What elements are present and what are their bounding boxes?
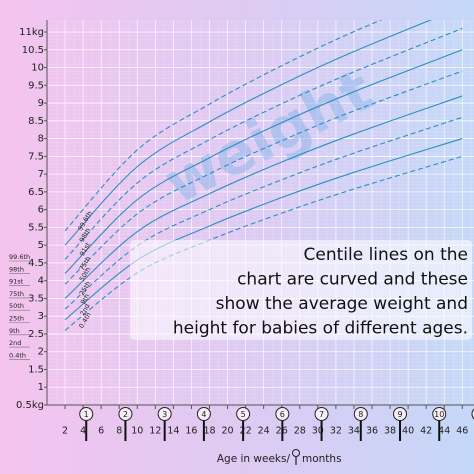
centile-line bbox=[64, 116, 463, 310]
month-marker bbox=[196, 407, 211, 421]
y-tick-label: 7 bbox=[38, 169, 44, 180]
month-label: 8 bbox=[358, 410, 363, 419]
legend-label: 25th bbox=[9, 315, 24, 323]
annotation-line: show the average weight and bbox=[216, 294, 468, 314]
month-label: 4 bbox=[201, 410, 206, 419]
legend-label: 98th bbox=[9, 265, 24, 273]
x-tick-label: 34 bbox=[348, 426, 360, 437]
x-tick-label: 18 bbox=[203, 426, 215, 437]
legend-label: 91st bbox=[9, 278, 24, 286]
y-tick-label: 9 bbox=[38, 98, 44, 109]
y-tick-label: 9.5 bbox=[28, 80, 44, 91]
y-tick-label: 11kg bbox=[19, 27, 44, 38]
y-tick-label: 5.5 bbox=[28, 222, 44, 233]
month-label: 2 bbox=[123, 410, 128, 419]
y-tick-label: 3 bbox=[38, 311, 44, 322]
month-label: 9 bbox=[397, 410, 402, 419]
x-tick-label: 2 bbox=[62, 426, 68, 437]
legend-label: 9th bbox=[9, 327, 20, 335]
x-tick-label: 12 bbox=[149, 426, 161, 437]
annotation-line: Centile lines on the bbox=[304, 245, 469, 265]
x-tick-label: 40 bbox=[402, 426, 414, 437]
x-tick-label: 42 bbox=[420, 426, 432, 437]
month-label: 3 bbox=[162, 410, 167, 419]
x-tick-label: 36 bbox=[366, 426, 378, 437]
y-tick-label: 1.5 bbox=[28, 364, 44, 375]
month-marker bbox=[236, 407, 251, 421]
centile-line bbox=[64, 95, 463, 299]
x-tick-label: 10 bbox=[131, 426, 143, 437]
x-tick-label: 6 bbox=[98, 426, 104, 437]
x-tick-label: 20 bbox=[222, 426, 234, 437]
centile-line bbox=[64, 49, 463, 274]
note: Centile lines on the chart are curved and… bbox=[173, 245, 468, 339]
annotation-line: height for babies of different ages. bbox=[173, 319, 468, 339]
y-tick-label: 0.5kg bbox=[16, 400, 44, 411]
centile-line bbox=[64, 138, 463, 321]
month-label: 7 bbox=[319, 410, 324, 419]
month-marker bbox=[314, 407, 329, 421]
month-marker bbox=[118, 407, 133, 421]
y-tick-label: 3.5 bbox=[28, 293, 44, 304]
x-axis-label: Age in weeks/ bbox=[217, 453, 291, 465]
y-tick-label: 2 bbox=[38, 347, 44, 358]
x-tick-label: 24 bbox=[258, 426, 270, 437]
x-tick-label: 22 bbox=[240, 426, 252, 437]
y-tick-label: 6 bbox=[38, 205, 44, 216]
x-tick-label: 38 bbox=[384, 426, 396, 437]
centile-line bbox=[64, 20, 433, 246]
x-tick-label: 14 bbox=[167, 426, 179, 437]
y-tick-label: 2.5 bbox=[28, 329, 44, 340]
y-tick-label: 10.5 bbox=[22, 45, 44, 56]
month-marker bbox=[79, 407, 94, 421]
legend-label: 75th bbox=[9, 290, 24, 298]
y-tick-label: 7.5 bbox=[28, 151, 44, 162]
month-marker bbox=[393, 407, 408, 421]
month-label: 6 bbox=[280, 410, 285, 419]
x-tick-label: 16 bbox=[185, 426, 197, 437]
x-tick-label: 28 bbox=[294, 426, 306, 437]
centile-line bbox=[64, 70, 463, 285]
month-label: 5 bbox=[241, 410, 246, 419]
month-label: 10 bbox=[434, 410, 444, 419]
month-marker bbox=[471, 408, 474, 420]
y-tick-label: 8.5 bbox=[28, 116, 44, 127]
month-label: 1 bbox=[84, 410, 89, 419]
centile-line bbox=[64, 20, 383, 232]
month-icon bbox=[292, 449, 300, 465]
x-tick-label: 4 bbox=[80, 426, 86, 437]
annotation-line: chart are curved and these bbox=[237, 270, 468, 290]
note-box bbox=[130, 240, 472, 340]
centile-lines bbox=[64, 20, 463, 331]
y-tick-label: 6.5 bbox=[28, 187, 44, 198]
x-tick-label: 8 bbox=[116, 426, 122, 437]
y-tick-label: 8 bbox=[38, 134, 44, 145]
y-tick-label: 4.5 bbox=[28, 258, 44, 269]
centile-line bbox=[64, 27, 463, 260]
y-tick-label: 5 bbox=[38, 240, 44, 251]
month-marker bbox=[432, 407, 447, 421]
centile-line bbox=[64, 155, 463, 331]
legend-label: 50th bbox=[9, 302, 24, 310]
month-marker bbox=[353, 407, 368, 421]
legend-label: 2nd bbox=[9, 339, 21, 347]
x-tick-label: 32 bbox=[330, 426, 342, 437]
y-tick-label: 4 bbox=[38, 276, 44, 287]
minor-grid bbox=[47, 20, 474, 405]
legend-label: 99.6th bbox=[9, 253, 30, 261]
month-marker bbox=[275, 407, 290, 421]
x-tick-label: 30 bbox=[312, 426, 324, 437]
x-axis-label: months bbox=[302, 453, 342, 465]
x-tick-label: 44 bbox=[438, 426, 450, 437]
legend-label: 0.4th bbox=[9, 351, 26, 359]
y-tick-label: 1 bbox=[38, 382, 44, 393]
x-tick-label: 46 bbox=[456, 426, 468, 437]
month-marker bbox=[157, 407, 172, 421]
y-tick-label: 10 bbox=[31, 63, 44, 74]
